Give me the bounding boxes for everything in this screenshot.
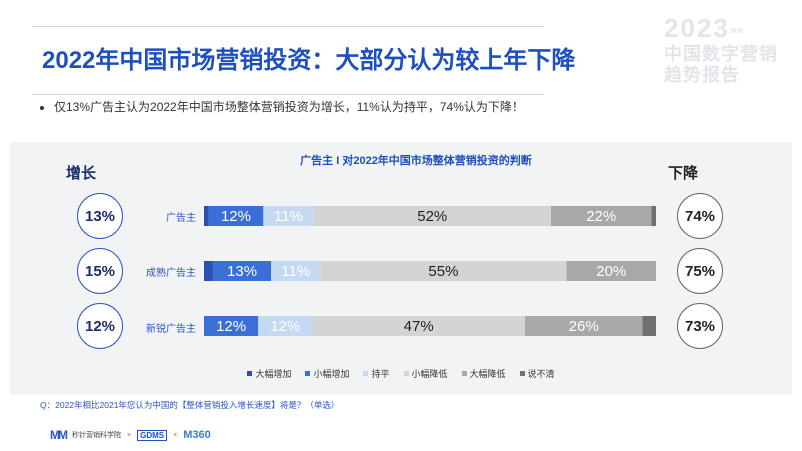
footer-brand-1: 秒针营销科学院	[72, 432, 121, 439]
bar-segment-r2-s2	[258, 316, 313, 336]
bar-segment-r1-s3	[320, 261, 567, 281]
bar-label-r1-s1: 13%	[227, 263, 257, 280]
chart-legend: 大幅增加 小幅增加 持平 小幅降低 大幅降低 说不清	[0, 367, 802, 380]
footer-sep-2: ×	[173, 431, 178, 439]
bar-segment-r1-s1	[212, 261, 272, 281]
legend-item: 持平	[363, 367, 390, 380]
legend-item: 说不清	[519, 367, 555, 380]
survey-question: Q：2022年相比2021年您认为中国的【整体营销投入增长速度】将是？（单选）	[40, 400, 340, 410]
legend-swatch-0	[247, 371, 253, 376]
bar-segment-r1-s4	[566, 261, 656, 281]
bar-label-r0-s4: 22%	[586, 208, 616, 225]
decrease-total-mature: 75%	[677, 248, 723, 294]
miaozhen-logo-icon: MM	[50, 428, 68, 442]
bar-label-r0-s3: 52%	[417, 208, 447, 225]
increase-total-mature: 15%	[77, 248, 123, 294]
bar-segment-r0-s1	[208, 206, 264, 226]
legend-swatch-4	[461, 371, 467, 376]
footer-brand-3: M360	[183, 429, 211, 441]
legend-item: 大幅增加	[247, 367, 291, 380]
bullet-dot-icon	[40, 105, 44, 110]
bar-label-r1-s3: 55%	[428, 263, 458, 280]
bar-segment-r0-s5	[651, 206, 656, 226]
summary-text: 仅13%广告主认为2022年中国市场整体营销投资为增长，11%认为持平，74%认…	[54, 100, 524, 114]
bar-segment-r2-s3	[312, 316, 525, 336]
report-brand-mark: 2023»» 中国数字营销 趋势报告	[664, 14, 794, 86]
footer-sep-1: ×	[127, 431, 132, 439]
legend-swatch-5	[519, 371, 525, 376]
bar-label-r0-s2: 11%	[274, 208, 303, 225]
bar-label-r1-s4: 20%	[596, 263, 626, 280]
bar-label-r2-s4: 26%	[569, 318, 599, 335]
page-title: 2022年中国市场营销投资：大部分认为较上年下降	[42, 47, 576, 74]
footer-brand-2: GDMS	[137, 429, 168, 441]
brand-line-2: 趋势报告	[664, 65, 740, 86]
bar-segment-r1-s0	[204, 261, 213, 281]
row-label-advertisers: 广告主	[166, 213, 196, 224]
legend-item: 小幅降低	[403, 367, 448, 380]
bar-segment-r0-s3	[313, 206, 551, 226]
summary-bullet: 仅13%广告主认为2022年中国市场整体营销投资为增长，11%认为持平，74%认…	[40, 98, 524, 115]
row-label-emerging: 新锐广告主	[146, 324, 196, 335]
bar-segment-r0-s4	[550, 206, 652, 226]
decrease-total-advertisers: 74%	[677, 193, 723, 239]
legend-item: 小幅增加	[305, 367, 349, 380]
increase-total-advertisers: 13%	[77, 193, 123, 239]
legend-item: 大幅降低	[461, 367, 506, 380]
legend-swatch-1	[305, 371, 311, 376]
bar-label-r2-s3: 47%	[404, 318, 434, 335]
bar-segment-r2-s4	[524, 316, 643, 336]
bar-label-r2-s2: 12%	[270, 318, 300, 335]
bar-segment-r2-s1	[204, 316, 259, 336]
increase-header: 增长	[66, 165, 97, 182]
brand-line-1: 中国数字营销	[664, 44, 778, 65]
row-label-mature: 成熟广告主	[146, 268, 196, 279]
footer-logos: MM 秒针营销科学院 × GDMS × M360	[50, 428, 211, 442]
bar-label-r0-s1: 12%	[221, 208, 251, 225]
bar-segment-r0-s0	[204, 206, 209, 226]
chart-title: 广告主 I 对2022年中国市场整体营销投资的判断	[300, 155, 532, 167]
decrease-total-emerging: 73%	[677, 303, 723, 349]
bar-segment-r2-s5	[642, 316, 656, 336]
decrease-header: 下降	[668, 165, 699, 182]
brand-year-dots: »»	[729, 23, 744, 38]
legend-swatch-2	[363, 371, 369, 376]
bar-segment-r1-s2	[271, 261, 321, 281]
bar-segment-r0-s2	[263, 206, 314, 226]
top-rule	[32, 26, 544, 27]
bar-label-r2-s1: 12%	[216, 318, 246, 335]
title-rule	[32, 94, 544, 95]
legend-swatch-3	[403, 371, 409, 376]
increase-total-emerging: 12%	[77, 303, 123, 349]
brand-year: 2023»»	[664, 13, 744, 43]
bar-label-r1-s2: 11%	[281, 263, 310, 280]
